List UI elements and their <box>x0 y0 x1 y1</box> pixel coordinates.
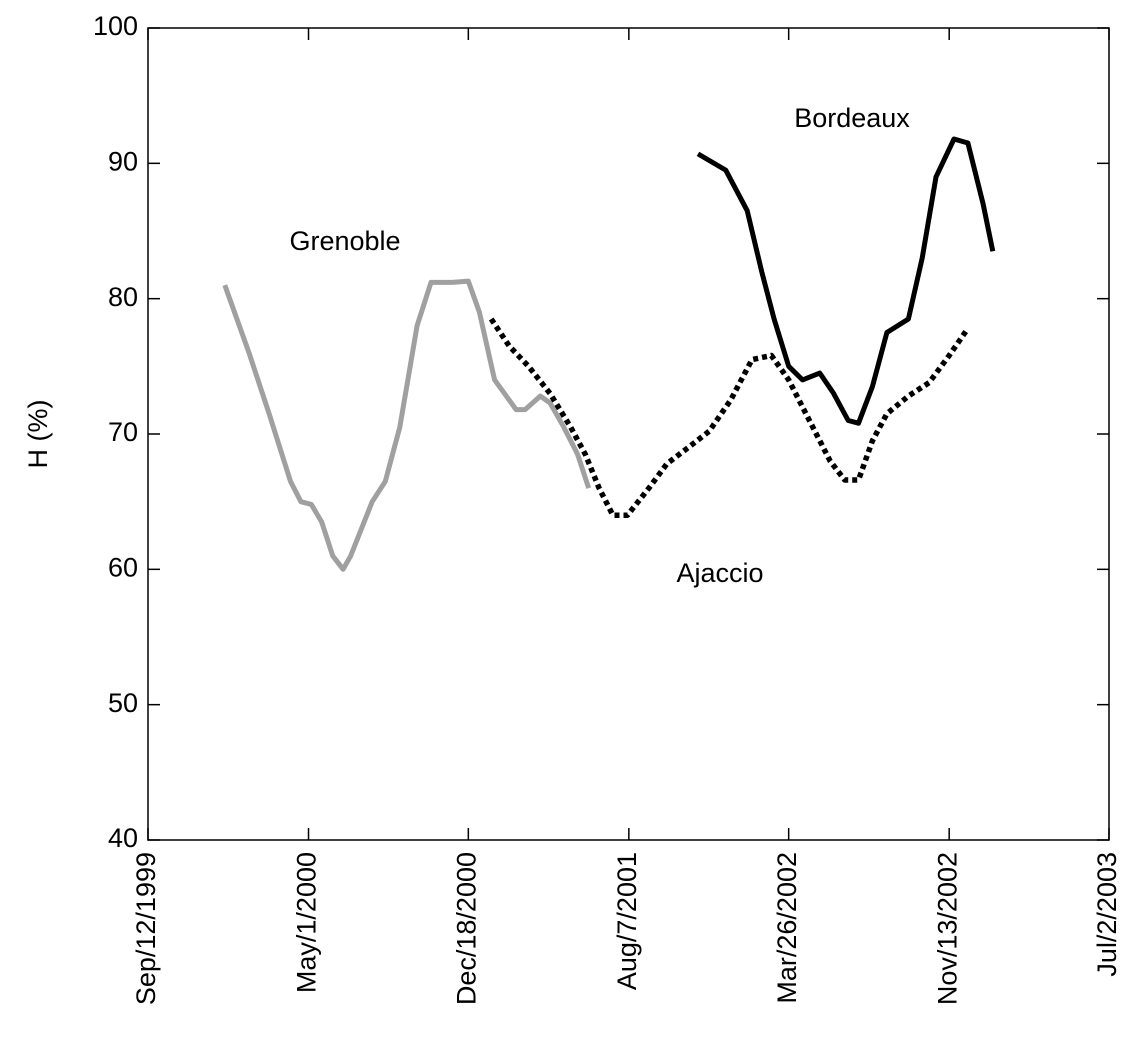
x-tick-label: Mar/26/2002 <box>772 852 802 1004</box>
x-tick-label: Jul/2/2003 <box>1092 852 1122 977</box>
x-tick-label: Dec/18/2000 <box>451 852 481 1005</box>
series-line <box>696 136 996 426</box>
x-tick-label: Sep/12/1999 <box>131 852 161 1005</box>
y-tick-label: 70 <box>108 417 138 447</box>
series-label: Ajaccio <box>676 558 763 588</box>
y-axis-label: H (%) <box>23 400 53 469</box>
x-tick-label: Nov/13/2002 <box>932 852 962 1005</box>
series-line <box>222 278 592 572</box>
y-tick-label: 80 <box>108 282 138 312</box>
series-line <box>488 317 971 518</box>
y-tick-label: 100 <box>93 11 138 41</box>
y-tick-label: 40 <box>108 823 138 853</box>
y-tick-label: 60 <box>108 552 138 582</box>
series-label: Bordeaux <box>794 103 910 133</box>
x-tick-label: Aug/7/2001 <box>612 852 642 990</box>
plot-frame <box>147 27 1110 841</box>
x-tick-label: May/1/2000 <box>292 852 322 993</box>
y-tick-label: 90 <box>108 146 138 176</box>
y-tick-label: 50 <box>108 688 138 718</box>
series-label: Grenoble <box>289 226 400 256</box>
